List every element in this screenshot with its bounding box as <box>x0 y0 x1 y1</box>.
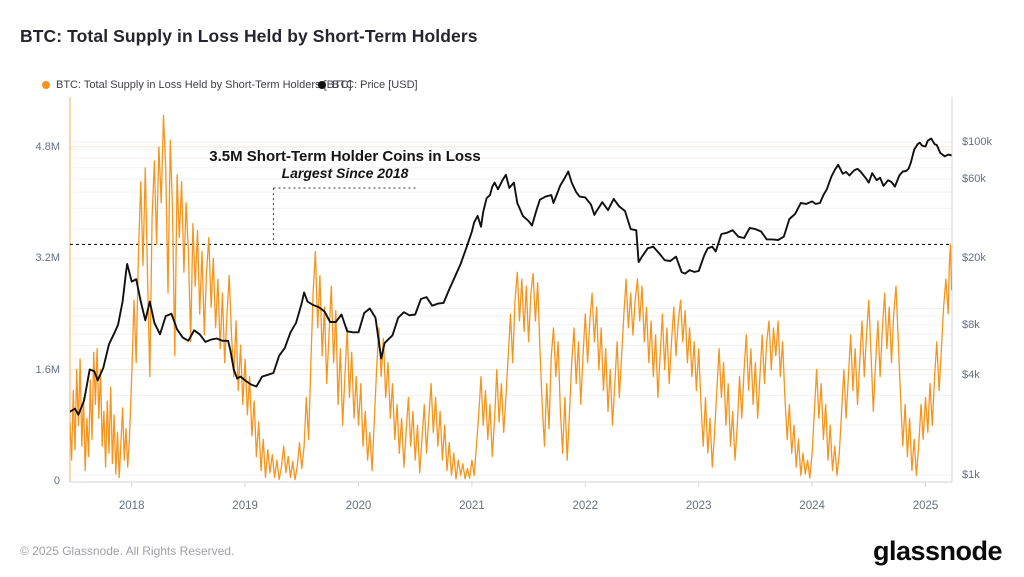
glassnode-logo: glassnode <box>872 536 1003 566</box>
supply-in-loss-series-line <box>70 115 952 481</box>
y-right-tick-label: $20k <box>962 252 986 265</box>
x-axis-year-label: 2023 <box>685 500 712 512</box>
y-left-tick-label: 4.8M <box>35 141 60 154</box>
y-right-tick-label: $4k <box>962 368 980 381</box>
copyright-text: © 2025 Glassnode. All Rights Reserved. <box>20 544 235 558</box>
page-title: BTC: Total Supply in Loss Held by Short-… <box>20 26 478 46</box>
legend-label-price: BTC: Price [USD] <box>332 79 418 91</box>
y-right-tick-label: $1k <box>962 469 980 481</box>
legend-item-price[interactable]: BTC: Price [USD] <box>318 79 418 91</box>
legend: BTC: Total Supply in Loss Held by Short-… <box>0 79 1024 93</box>
x-axis-year-label: 2019 <box>232 500 258 512</box>
annotation-line1: 3.5M Short-Term Holder Coins in Loss <box>209 148 481 165</box>
legend-swatch-supply-icon <box>42 81 50 89</box>
y-left-tick-label: 0 <box>53 475 60 487</box>
y-left-tick-label: 3.2M <box>35 252 60 265</box>
y-right-tick-label: $8k <box>962 318 980 331</box>
y-right-tick-label: $100k <box>962 136 992 148</box>
x-axis-year-label: 2020 <box>345 500 372 512</box>
y-left-tick-label: 1.6M <box>35 363 60 376</box>
x-axis-year-label: 2022 <box>572 500 599 512</box>
x-axis-year-label: 2024 <box>799 500 825 512</box>
x-axis-year-label: 2021 <box>459 500 485 512</box>
x-axis-year-label: 2018 <box>118 500 145 512</box>
annotation-callout-text: 3.5M Short-Term Holder Coins in Loss Lar… <box>195 148 495 182</box>
annotation-line2: Largest Since 2018 <box>281 165 409 181</box>
legend-swatch-price-icon <box>318 81 326 89</box>
legend-label-supply: BTC: Total Supply in Loss Held by Short-… <box>56 79 352 91</box>
y-right-tick-label: $60k <box>962 172 986 185</box>
x-axis-year-label: 2025 <box>912 500 939 512</box>
legend-item-supply-in-loss[interactable]: BTC: Total Supply in Loss Held by Short-… <box>42 79 352 91</box>
price-series-line <box>70 137 952 416</box>
